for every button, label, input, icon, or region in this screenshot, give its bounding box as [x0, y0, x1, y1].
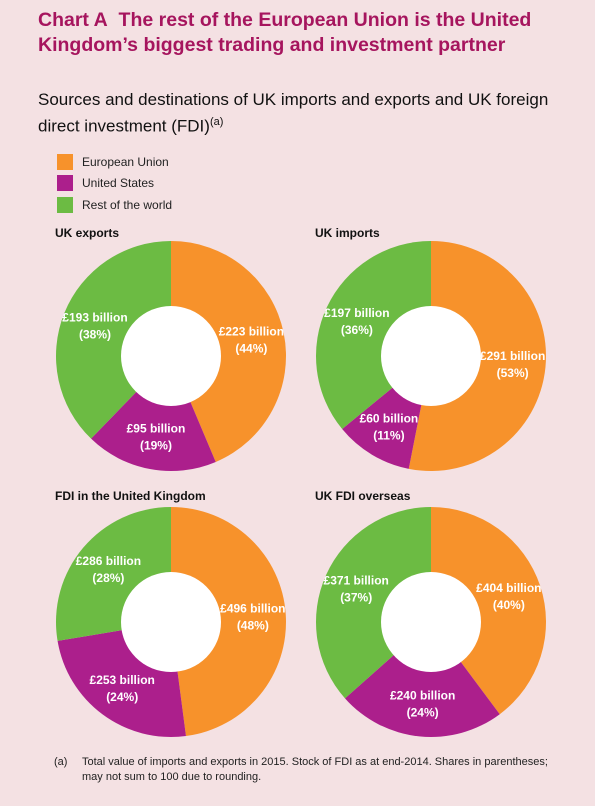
slice-share-fdi-in-uk-eu: (48%)	[237, 619, 269, 633]
slice-share-uk-exports-rest: (38%)	[79, 327, 111, 341]
slice-uk-fdi-overseas-us	[344, 622, 500, 737]
slice-share-uk-imports-us: (11%)	[373, 428, 404, 442]
legend-swatch-eu	[57, 153, 73, 170]
chart-subtitle-text: Sources and destinations of UK imports a…	[38, 90, 549, 136]
slice-uk-exports-eu	[171, 241, 287, 462]
slice-label-uk-imports-us: £60 billion	[360, 411, 419, 425]
chart-title: Chart A The rest of the European Union i…	[38, 8, 578, 58]
legend: European Union United States Rest of the…	[57, 151, 172, 216]
subtitle-footnote-mark: (a)	[209, 116, 224, 128]
donut-uk-imports: £291 billion (53%) £60 billion (11%) £197 bi…	[315, 241, 546, 472]
donut-hole-fdi-in-uk	[121, 572, 221, 672]
slice-share-uk-fdi-overseas-eu: (40%)	[493, 598, 525, 612]
slice-label-uk-fdi-overseas-eu: £404 billion	[476, 581, 541, 595]
slice-fdi-in-uk-eu	[171, 507, 287, 737]
slice-share-uk-imports-rest: (36%)	[341, 323, 373, 337]
slice-share-fdi-in-uk-us: (24%)	[106, 690, 138, 704]
footnote-text: Total value of imports and exports in 20…	[82, 756, 548, 783]
slice-share-uk-fdi-overseas-rest: (37%)	[340, 590, 372, 604]
legend-swatch-us	[57, 175, 73, 192]
panel-title-fdi-in-uk: FDI in the United Kingdom	[55, 489, 206, 503]
slice-uk-exports-rest	[56, 241, 171, 439]
donut-hole-uk-fdi-overseas	[381, 572, 481, 672]
donut-fdi-in-uk: £496 billion (48%) £253 billion (24%) £286 b…	[56, 507, 287, 737]
slice-share-fdi-in-uk-rest: (28%)	[92, 571, 124, 585]
slice-label-uk-fdi-overseas-rest: £371 billion	[324, 573, 389, 587]
slice-label-uk-exports-eu: £223 billion	[219, 325, 284, 339]
donut-uk-fdi-overseas: £404 billion (40%) £240 billion (24%) £371 b…	[315, 507, 546, 737]
slice-uk-fdi-overseas-eu	[431, 507, 546, 715]
donut-hole-uk-imports	[381, 306, 481, 406]
chart-title-text: The rest of the European Union is the Un…	[38, 9, 532, 56]
slice-uk-exports-us	[91, 356, 216, 471]
slice-uk-fdi-overseas-rest	[315, 507, 431, 699]
slice-uk-imports-rest	[315, 241, 431, 430]
slice-share-uk-exports-eu: (44%)	[235, 342, 267, 356]
chart-label: Chart A	[38, 9, 108, 31]
chart-subtitle: Sources and destinations of UK imports a…	[38, 88, 578, 138]
legend-item-rest: Rest of the world	[57, 194, 172, 216]
slice-label-fdi-in-uk-eu: £496 billion	[220, 602, 285, 616]
legend-item-us: United States	[57, 173, 172, 195]
legend-swatch-rest	[57, 196, 73, 213]
footnote-mark: (a)	[54, 756, 68, 768]
legend-item-eu: European Union	[57, 151, 172, 173]
donut-hole-uk-exports	[121, 306, 221, 406]
slice-label-fdi-in-uk-rest: £286 billion	[76, 554, 141, 568]
slice-label-uk-fdi-overseas-us: £240 billion	[390, 689, 455, 703]
donut-uk-exports: £223 billion (44%) £95 billion (19%) £193 bi…	[56, 241, 287, 471]
slice-label-uk-exports-us: £95 billion	[127, 422, 186, 436]
legend-label-us: United States	[82, 176, 155, 191]
slice-share-uk-exports-us: (19%)	[140, 439, 172, 453]
slice-share-uk-fdi-overseas-us: (24%)	[407, 706, 439, 720]
slice-label-fdi-in-uk-us: £253 billion	[90, 673, 155, 687]
legend-label-rest: Rest of the world	[82, 197, 173, 212]
slice-label-uk-imports-eu: £291 billion	[480, 349, 545, 363]
slice-share-uk-imports-eu: (53%)	[497, 366, 529, 380]
panel-title-uk-exports: UK exports	[55, 226, 120, 240]
legend-label-eu: European Union	[82, 154, 169, 169]
panel-title-uk-fdi-overseas: UK FDI overseas	[315, 489, 411, 503]
slice-label-uk-exports-rest: £193 billion	[62, 310, 127, 324]
slice-label-uk-imports-rest: £197 billion	[324, 306, 389, 320]
panel-title-uk-imports: UK imports	[315, 226, 380, 240]
footnote: (a) Total value of imports and exports i…	[54, 755, 566, 785]
